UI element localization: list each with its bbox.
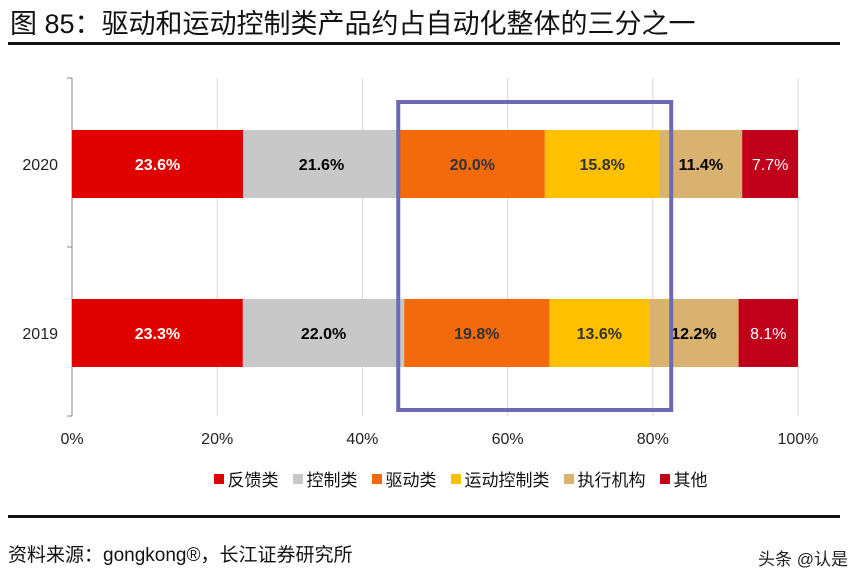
x-tick-label: 20% xyxy=(201,431,233,448)
data-label: 11.4% xyxy=(679,157,723,174)
legend-swatch xyxy=(659,473,670,484)
bar-segment xyxy=(242,299,405,367)
data-label: 22.0% xyxy=(301,326,346,343)
data-label: 23.3% xyxy=(135,326,180,343)
legend-label: 控制类 xyxy=(306,471,358,490)
bar-segment xyxy=(72,299,243,367)
y-tick-label: 2020 xyxy=(22,157,58,174)
title-rule xyxy=(8,42,840,45)
bar-segment xyxy=(399,130,545,198)
watermark: 头条 @认是 xyxy=(758,550,848,569)
data-label: 15.8% xyxy=(579,157,624,174)
legend-label: 运动控制类 xyxy=(464,471,550,490)
bar-segment xyxy=(738,299,798,367)
stacked-bar-chart: 0% 20% 40% 60% 80% 100% 2020 23.6% 21.6% 20.0% 15.… xyxy=(22,77,819,448)
legend-swatch xyxy=(371,473,382,484)
x-tick-label: 80% xyxy=(637,431,669,448)
legend-item: 其他 xyxy=(659,466,708,491)
data-label: 7.7% xyxy=(752,157,788,174)
x-tick-label: 0% xyxy=(60,431,83,448)
legend-label: 执行机构 xyxy=(577,471,646,490)
bar-segment xyxy=(742,130,798,198)
legend-swatch xyxy=(450,473,461,484)
legend-item: 执行机构 xyxy=(563,466,646,491)
bar-segment xyxy=(549,299,650,367)
source-note: 资料来源：gongkong®，长江证券研究所 xyxy=(8,545,353,566)
figure-title: 图 85：驱动和运动控制类产品约占自动化整体的三分之一 xyxy=(10,9,696,39)
legend-swatch xyxy=(213,473,224,484)
data-label: 12.2% xyxy=(671,326,716,343)
legend: 反馈类 控制类 驱动类 运动控制类 执行机构 其他 xyxy=(0,466,866,491)
x-tick-label: 40% xyxy=(346,431,378,448)
bar-segment xyxy=(72,130,244,198)
data-label: 13.6% xyxy=(577,326,622,343)
y-tick-label: 2019 xyxy=(22,326,58,343)
legend-item: 控制类 xyxy=(292,466,358,491)
x-tick-label: 100% xyxy=(778,431,819,448)
data-label: 23.6% xyxy=(135,157,180,174)
bar-segment xyxy=(649,299,739,367)
legend-item: 运动控制类 xyxy=(450,466,550,491)
legend-item: 反馈类 xyxy=(213,466,279,491)
bar-segment xyxy=(659,130,743,198)
data-label: 8.1% xyxy=(750,326,786,343)
bar-segment xyxy=(544,130,660,198)
x-tick-label: 60% xyxy=(492,431,524,448)
bar-segment xyxy=(243,130,400,198)
footer-rule xyxy=(8,515,840,518)
legend-label: 反馈类 xyxy=(227,471,279,490)
legend-label: 其他 xyxy=(673,471,708,490)
legend-item: 驱动类 xyxy=(371,466,437,491)
highlight-box xyxy=(396,100,674,412)
data-label: 21.6% xyxy=(299,157,344,174)
legend-swatch xyxy=(563,473,574,484)
bar-segment xyxy=(404,299,550,367)
legend-swatch xyxy=(292,473,303,484)
data-label: 20.0% xyxy=(450,157,495,174)
legend-label: 驱动类 xyxy=(385,471,437,490)
data-label: 19.8% xyxy=(454,326,499,343)
